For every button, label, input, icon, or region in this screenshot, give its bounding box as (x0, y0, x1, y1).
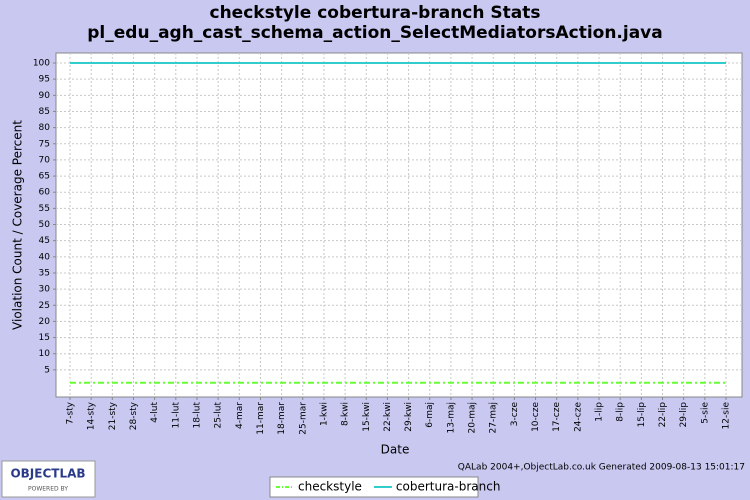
y-tick-label: 5 (44, 365, 50, 375)
generated-note: QALab 2004+,ObjectLab.co.uk Generated 20… (458, 463, 745, 473)
y-axis-label: Violation Count / Coverage Percent (11, 120, 25, 330)
x-tick-label: 27-maj (489, 402, 499, 433)
x-tick-label: 24-cze (573, 402, 583, 432)
x-tick-label: 3-cze (510, 402, 520, 427)
y-tick-label: 65 (39, 172, 50, 182)
x-tick-label: 5-sie (700, 402, 710, 424)
x-tick-label: 11-lut (171, 402, 181, 429)
legend-label: cobertura-branch (396, 480, 501, 494)
x-tick-label: 8-lip (616, 402, 626, 422)
y-tick-label: 20 (39, 317, 51, 327)
x-tick-label: 12-sie (722, 402, 732, 430)
y-tick-label: 80 (39, 123, 51, 133)
x-tick-label: 6-maj (425, 402, 435, 428)
x-tick-label: 22-kwi (383, 402, 393, 432)
x-tick-label: 18-mar (277, 402, 287, 435)
x-tick-label: 17-cze (552, 402, 562, 432)
y-tick-label: 30 (39, 285, 51, 295)
y-tick-label: 75 (39, 139, 50, 149)
x-axis-label: Date (381, 443, 410, 457)
x-tick-label: 29-kwi (404, 402, 414, 432)
x-tick-label: 1-lip (595, 402, 605, 422)
y-tick-label: 60 (39, 188, 51, 198)
x-tick-label: 8-kwi (341, 402, 351, 426)
y-tick-label: 70 (39, 155, 51, 165)
x-tick-label: 18-lut (192, 402, 202, 429)
x-tick-label: 15-lip (637, 402, 647, 428)
y-tick-label: 15 (39, 333, 50, 343)
chart-title: checkstyle cobertura-branch Stats (210, 3, 541, 23)
x-tick-label: 1-kwi (319, 402, 329, 426)
y-tick-label: 35 (39, 268, 50, 278)
x-tick-label: 13-maj (446, 402, 456, 433)
plot-area (55, 52, 743, 398)
x-tick-label: 4-lut (150, 402, 160, 423)
y-tick-label: 85 (39, 107, 50, 117)
x-tick-label: 21-sty (108, 401, 118, 430)
y-tick-label: 95 (39, 75, 50, 85)
y-tick-label: 55 (39, 204, 50, 214)
x-tick-label: 22-lip (658, 402, 668, 428)
x-tick-label: 15-kwi (362, 402, 372, 432)
x-tick-label: 28-sty (129, 401, 139, 430)
x-tick-label: 4-mar (235, 402, 245, 429)
logo-text: OBJECTLAB (10, 467, 85, 481)
x-tick-label: 14-sty (87, 401, 97, 430)
chart-subtitle: pl_edu_agh_cast_schema_action_SelectMedi… (87, 23, 662, 43)
y-tick-label: 40 (39, 252, 51, 262)
logo-box (1, 460, 96, 498)
y-tick-label: 90 (39, 91, 51, 101)
logo-subtext: POWERED BY (28, 486, 68, 493)
x-tick-label: 11-mar (256, 402, 266, 435)
x-tick-label: 20-maj (468, 402, 478, 433)
y-tick-label: 50 (39, 220, 51, 230)
y-tick-label: 45 (39, 236, 50, 246)
x-tick-label: 25-mar (298, 402, 308, 435)
y-tick-label: 25 (39, 301, 50, 311)
x-tick-label: 10-cze (531, 402, 541, 432)
y-tick-label: 100 (33, 59, 50, 69)
legend-label: checkstyle (298, 480, 362, 494)
x-tick-label: 25-lut (214, 402, 224, 429)
y-tick-label: 10 (39, 349, 51, 359)
x-tick-label: 29-lip (679, 402, 689, 428)
x-tick-label: 7-sty (66, 401, 76, 424)
